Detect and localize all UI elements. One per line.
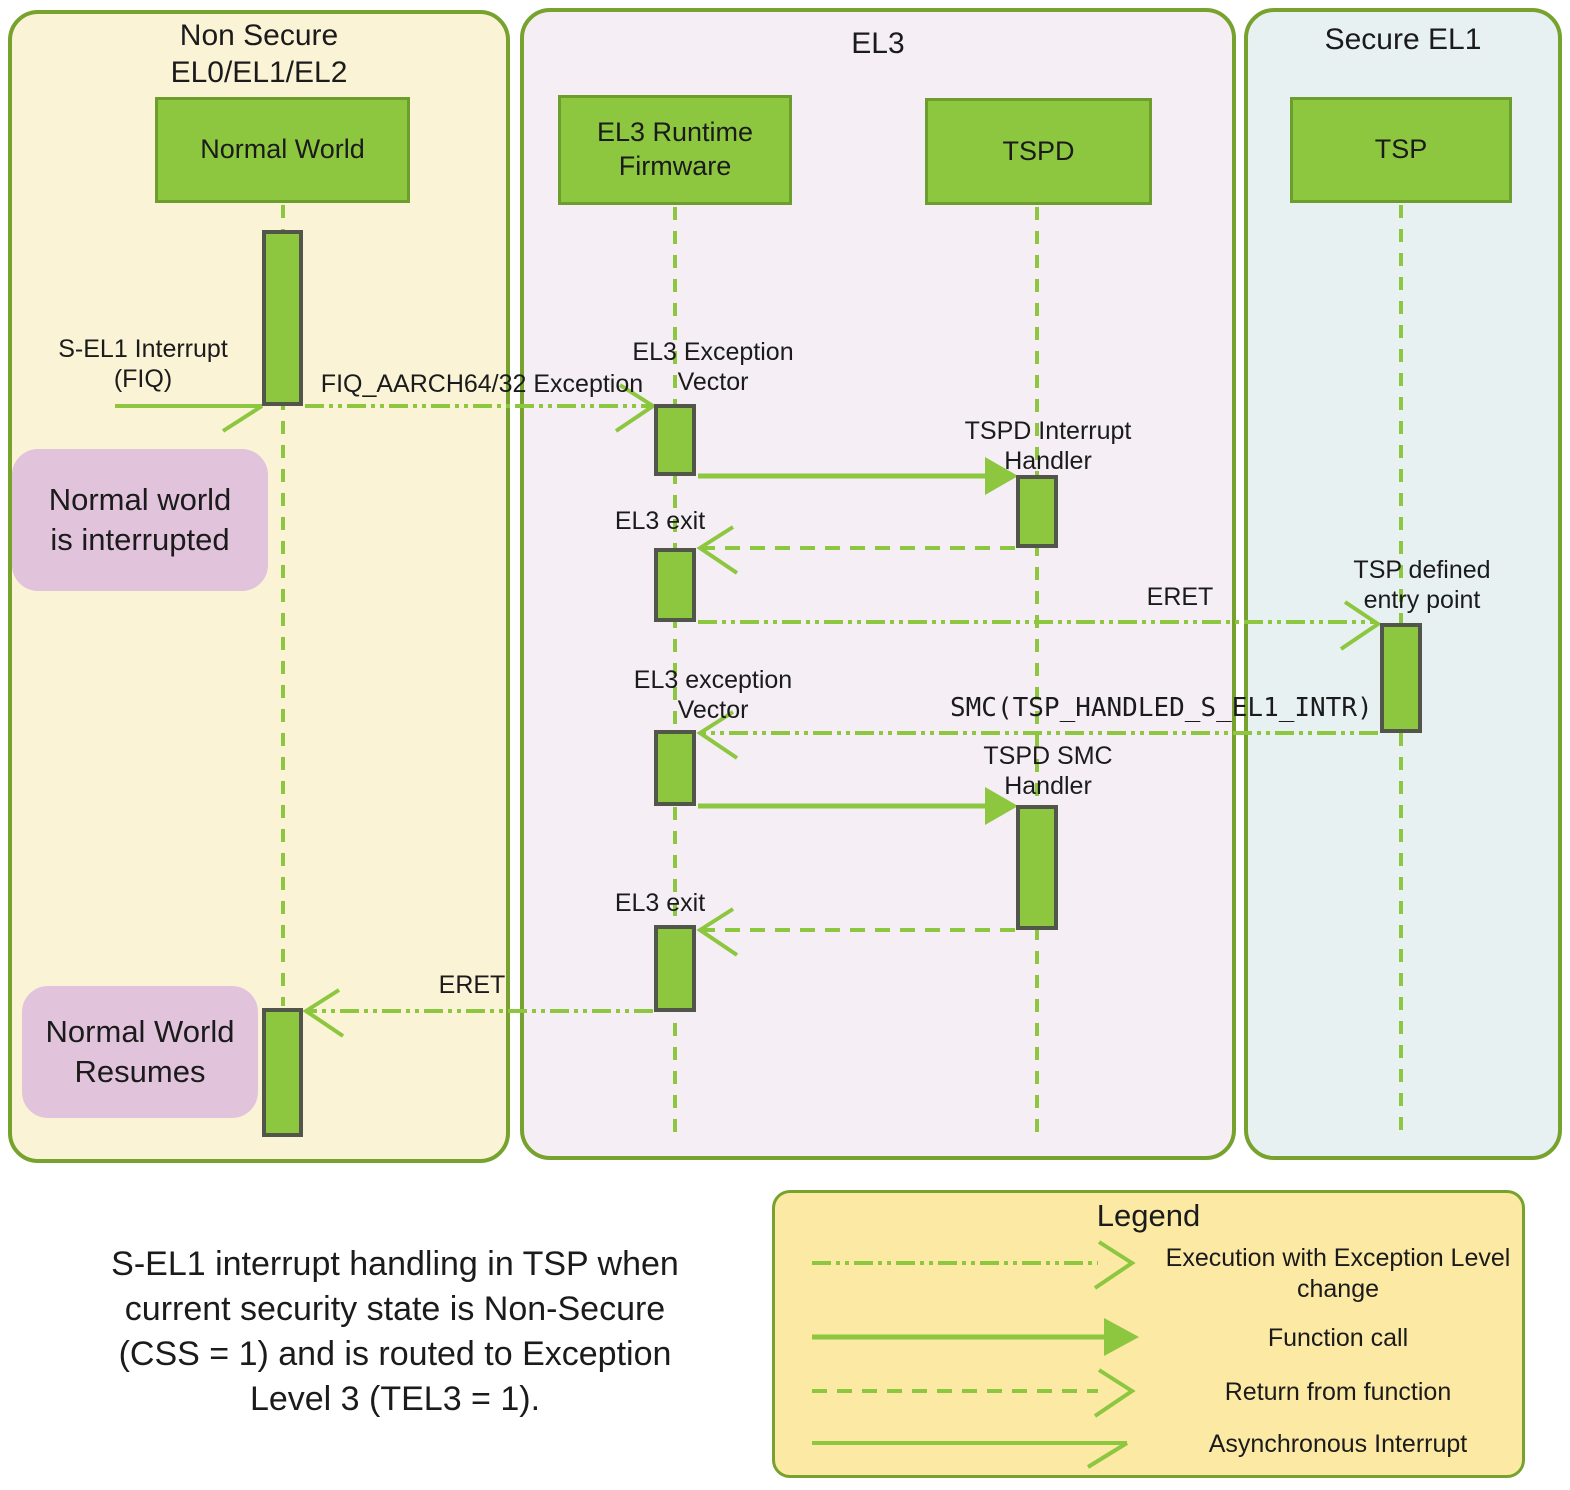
label-tspd-interrupt-handler: TSPD Interrupt Handler (964, 417, 1132, 475)
actor-tsp: TSP (1290, 97, 1512, 203)
label-fiq-exception: FIQ_AARCH64/32 Exception (320, 370, 644, 398)
legend-arrow-execution-el-change (812, 1240, 1136, 1290)
actor-label: Normal World (200, 134, 365, 165)
activation-el3-exception-vector-2 (654, 730, 696, 806)
activation-el3-exit-1 (654, 548, 696, 622)
activation-normal-world-2 (262, 1008, 303, 1137)
panel-title-non-secure: Non Secure EL0/EL1/EL2 (170, 19, 348, 89)
activation-tsp-entry-point (1380, 623, 1422, 733)
activation-normal-world-1 (262, 230, 303, 406)
arrow-smc-tsp-handled (696, 710, 1378, 760)
label-el3-exit-2: EL3 exit (614, 889, 706, 917)
arrow-return-el3-exit-2 (696, 907, 1015, 957)
label-eret-2: ERET (438, 971, 506, 999)
arrow-sel1-interrupt (115, 404, 264, 433)
label-sel1-interrupt: S-EL1 Interrupt (FIQ) (58, 335, 228, 393)
label-smc-tsp-handled: SMC(TSP_HANDLED_S_EL1_INTR) (950, 693, 1373, 723)
legend-arrow-function-call (812, 1318, 1139, 1356)
actor-normal-world: Normal World (155, 97, 410, 203)
arrow-return-el3-exit-1 (696, 525, 1015, 575)
legend-label-function-call: Function call (1267, 1324, 1409, 1352)
panel-title-el3: EL3 (851, 27, 905, 60)
label-tspd-smc-handler: TSPD SMC Handler (983, 742, 1113, 800)
legend-arrow-return-from-function (812, 1368, 1136, 1418)
actor-label: TSPD (1002, 135, 1075, 166)
legend-box (772, 1190, 1525, 1478)
arrow-eret-to-normal-world (302, 988, 653, 1038)
note-normal-world-resumes: Normal World Resumes (22, 986, 258, 1118)
arrow-eret-to-tsp (698, 600, 1382, 651)
legend-arrow-asynchronous-interrupt (812, 1441, 1129, 1469)
activation-el3-exception-vector-1 (654, 404, 696, 476)
activation-el3-exit-2 (654, 925, 696, 1012)
note-text: Normal world is interrupted (48, 481, 232, 557)
label-tsp-defined-entry-point: TSP defined entry point (1353, 556, 1491, 614)
legend-label-asynchronous-interrupt: Asynchronous Interrupt (1208, 1430, 1468, 1458)
arrow-call-tspd-smc-handler (698, 787, 1018, 825)
arrow-fiq-exception (305, 383, 657, 433)
diagram-caption: S-EL1 interrupt handling in TSP when cur… (111, 1245, 679, 1418)
actor-tspd: TSPD (925, 98, 1152, 205)
legend-label-return-from-function: Return from function (1224, 1378, 1452, 1406)
actor-label: TSP (1374, 134, 1428, 165)
label-el3-exit-1: EL3 exit (614, 507, 706, 535)
note-text: Normal World Resumes (45, 1013, 235, 1089)
activation-tspd-interrupt-handler (1016, 475, 1058, 548)
label-el3-exception-vector-2: EL3 exception Vector (633, 666, 793, 724)
legend-title: Legend (1096, 1198, 1201, 1233)
activation-tspd-smc-handler (1016, 805, 1058, 930)
actor-el3-runtime-firmware: EL3 Runtime Firmware (558, 95, 792, 205)
arrow-call-tspd-interrupt-handler (698, 457, 1018, 495)
note-normal-world-interrupted: Normal world is interrupted (12, 449, 268, 591)
label-el3-exception-vector-1: EL3 Exception Vector (632, 338, 794, 396)
panel-title-secure-el1: Secure EL1 (1324, 23, 1482, 56)
legend-label-execution-el-change: Execution with Exception Level change (1165, 1244, 1511, 1304)
actor-label: EL3 Runtime Firmware (596, 117, 754, 181)
label-eret-1: ERET (1146, 583, 1214, 611)
